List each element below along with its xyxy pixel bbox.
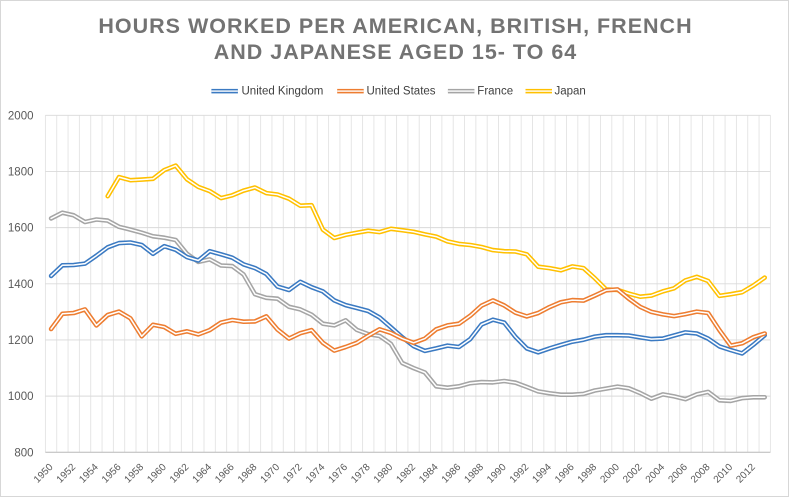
svg-text:1400: 1400 [8,279,34,291]
svg-text:1800: 1800 [8,167,34,179]
svg-text:1600: 1600 [8,223,34,235]
svg-text:HOURS WORKED PER AMERICAN, BRI: HOURS WORKED PER AMERICAN, BRITISH, FREN… [98,14,692,38]
svg-text:United States: United States [367,86,436,98]
svg-text:2000: 2000 [8,110,34,122]
svg-text:United Kingdom: United Kingdom [242,86,324,98]
svg-text:1000: 1000 [8,391,34,403]
svg-text:AND JAPANESE AGED 15- TO 64: AND JAPANESE AGED 15- TO 64 [214,40,578,64]
svg-text:800: 800 [14,447,33,459]
svg-text:1200: 1200 [8,335,34,347]
svg-text:France: France [477,86,513,98]
svg-text:Japan: Japan [555,86,586,98]
